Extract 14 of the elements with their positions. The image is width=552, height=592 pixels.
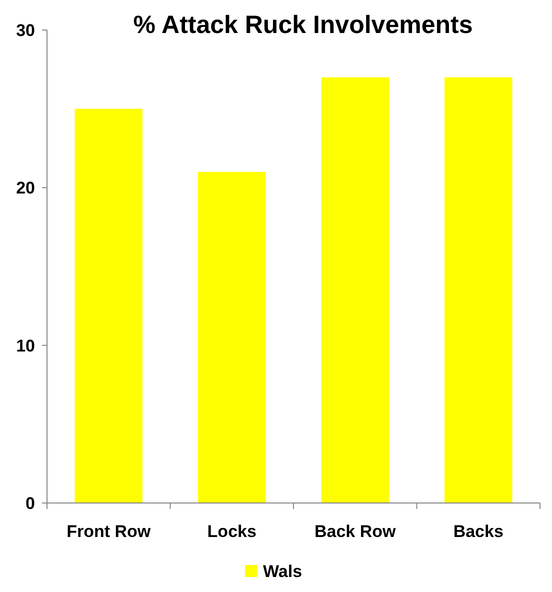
legend-label: Wals: [263, 562, 302, 581]
x-tick-label: Back Row: [314, 522, 397, 541]
y-tick-label: 10: [16, 336, 35, 356]
bar: [198, 172, 266, 503]
bar: [444, 77, 512, 503]
bar: [74, 108, 143, 503]
x-tick-label: Locks: [207, 522, 256, 541]
y-tick-label: 30: [16, 20, 35, 40]
y-tick-label: 20: [16, 178, 35, 198]
x-tick-label: Front Row: [66, 522, 152, 541]
bar: [321, 77, 390, 503]
chart-title: % Attack Ruck Involvements: [133, 11, 473, 39]
y-tick-label: 0: [26, 494, 35, 513]
x-tick-label: Backs: [453, 522, 504, 541]
